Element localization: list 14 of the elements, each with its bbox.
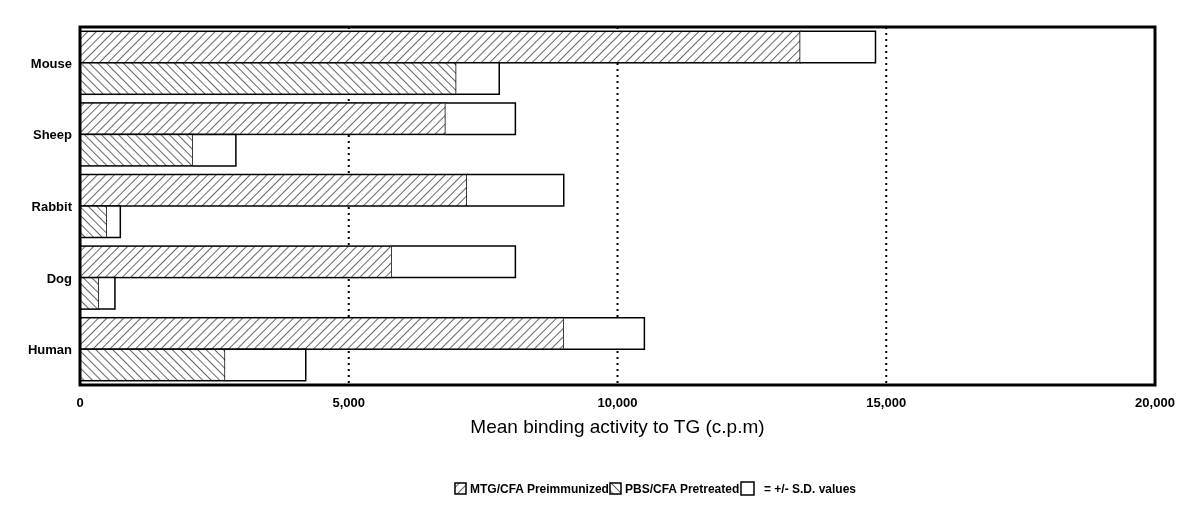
text: = +/- S.D. values xyxy=(764,482,857,496)
y-tick-label: Rabbit xyxy=(31,199,73,214)
x-tick-label: 10,000 xyxy=(597,395,638,410)
y-tick-label: Mouse xyxy=(30,55,72,71)
x-tick-label: 15,000 xyxy=(866,395,907,410)
x-tick-label: 5,000 xyxy=(332,395,366,410)
legend-label: MTG/CFA Preimmunized xyxy=(470,482,609,496)
x-tick-label: 20,000 xyxy=(1135,395,1175,410)
x-tick-label: 0 xyxy=(76,395,84,410)
y-tick-label: Sheep xyxy=(32,127,73,143)
x-axis-title: Mean binding activity to TG (c.p.m) xyxy=(470,416,765,437)
legend-label: PBS/CFA Pretreated xyxy=(625,482,740,496)
y-tick-label: Dog xyxy=(46,270,73,286)
y-tick-label: Human xyxy=(27,342,73,358)
